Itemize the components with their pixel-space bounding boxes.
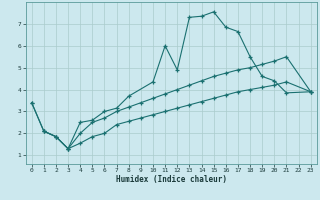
X-axis label: Humidex (Indice chaleur): Humidex (Indice chaleur) xyxy=(116,175,227,184)
